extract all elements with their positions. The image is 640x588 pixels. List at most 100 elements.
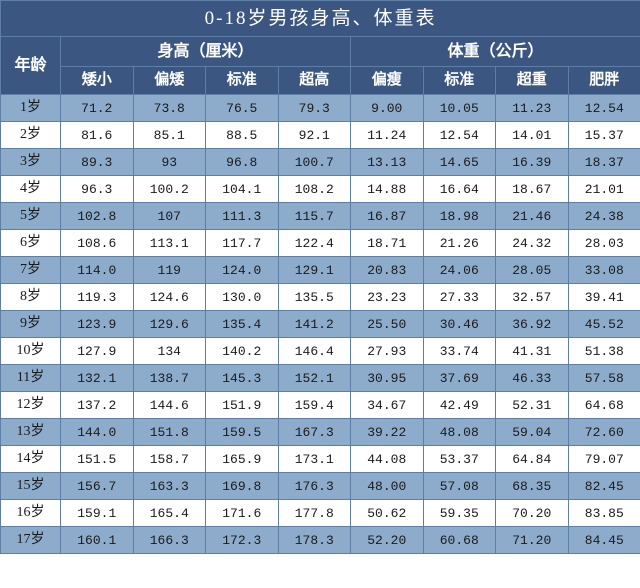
value-cell: 21.26 [423,230,496,257]
value-cell: 73.8 [133,95,206,122]
value-cell: 159.4 [278,392,351,419]
weight-group-header: 体重（公斤） [351,37,640,67]
value-cell: 24.32 [496,230,569,257]
value-cell: 52.20 [351,527,424,554]
value-cell: 89.3 [61,149,134,176]
height-group-header: 身高（厘米） [61,37,351,67]
weight-sub-header: 超重 [496,67,569,95]
value-cell: 92.1 [278,122,351,149]
table-row: 10岁127.9134140.2146.427.9333.7441.3151.3… [1,338,640,365]
value-cell: 165.9 [206,446,279,473]
value-cell: 172.3 [206,527,279,554]
value-cell: 14.65 [423,149,496,176]
height-sub-header: 偏矮 [133,67,206,95]
value-cell: 163.3 [133,473,206,500]
table-row: 3岁89.39396.8100.713.1314.6516.3918.37 [1,149,640,176]
value-cell: 14.01 [496,122,569,149]
value-cell: 135.5 [278,284,351,311]
value-cell: 27.33 [423,284,496,311]
value-cell: 9.00 [351,95,424,122]
table-row: 5岁102.8107111.3115.716.8718.9821.4624.38 [1,203,640,230]
value-cell: 59.04 [496,419,569,446]
value-cell: 27.93 [351,338,424,365]
value-cell: 152.1 [278,365,351,392]
value-cell: 24.38 [568,203,640,230]
value-cell: 82.45 [568,473,640,500]
value-cell: 11.24 [351,122,424,149]
value-cell: 85.1 [133,122,206,149]
value-cell: 83.85 [568,500,640,527]
height-sub-header: 超高 [278,67,351,95]
table-row: 6岁108.6113.1117.7122.418.7121.2624.3228.… [1,230,640,257]
height-weight-table: 0-18岁男孩身高、体重表 年龄 身高（厘米） 体重（公斤） 矮小 偏矮 标准 … [0,0,640,554]
value-cell: 96.3 [61,176,134,203]
value-cell: 151.9 [206,392,279,419]
value-cell: 48.00 [351,473,424,500]
age-cell: 14岁 [1,446,61,473]
value-cell: 169.8 [206,473,279,500]
value-cell: 39.41 [568,284,640,311]
value-cell: 159.1 [61,500,134,527]
age-cell: 13岁 [1,419,61,446]
value-cell: 93 [133,149,206,176]
value-cell: 129.6 [133,311,206,338]
value-cell: 156.7 [61,473,134,500]
value-cell: 151.5 [61,446,134,473]
value-cell: 16.87 [351,203,424,230]
value-cell: 41.31 [496,338,569,365]
age-cell: 3岁 [1,149,61,176]
value-cell: 64.84 [496,446,569,473]
table-row: 11岁132.1138.7145.3152.130.9537.6946.3357… [1,365,640,392]
value-cell: 45.52 [568,311,640,338]
value-cell: 88.5 [206,122,279,149]
value-cell: 57.58 [568,365,640,392]
value-cell: 100.7 [278,149,351,176]
height-sub-header: 标准 [206,67,279,95]
value-cell: 134 [133,338,206,365]
value-cell: 79.07 [568,446,640,473]
value-cell: 144.0 [61,419,134,446]
value-cell: 39.22 [351,419,424,446]
value-cell: 151.8 [133,419,206,446]
age-cell: 5岁 [1,203,61,230]
value-cell: 171.6 [206,500,279,527]
value-cell: 36.92 [496,311,569,338]
height-sub-header: 矮小 [61,67,134,95]
weight-sub-header: 偏瘦 [351,67,424,95]
value-cell: 76.5 [206,95,279,122]
value-cell: 114.0 [61,257,134,284]
value-cell: 44.08 [351,446,424,473]
value-cell: 10.05 [423,95,496,122]
value-cell: 11.23 [496,95,569,122]
table-row: 12岁137.2144.6151.9159.434.6742.4952.3164… [1,392,640,419]
value-cell: 108.2 [278,176,351,203]
value-cell: 33.08 [568,257,640,284]
value-cell: 15.37 [568,122,640,149]
value-cell: 173.1 [278,446,351,473]
value-cell: 100.2 [133,176,206,203]
value-cell: 115.7 [278,203,351,230]
value-cell: 53.37 [423,446,496,473]
value-cell: 117.7 [206,230,279,257]
value-cell: 52.31 [496,392,569,419]
value-cell: 34.67 [351,392,424,419]
value-cell: 166.3 [133,527,206,554]
table-row: 13岁144.0151.8159.5167.339.2248.0859.0472… [1,419,640,446]
value-cell: 111.3 [206,203,279,230]
value-cell: 14.88 [351,176,424,203]
value-cell: 16.64 [423,176,496,203]
age-cell: 4岁 [1,176,61,203]
table-title: 0-18岁男孩身高、体重表 [1,1,640,37]
value-cell: 50.62 [351,500,424,527]
value-cell: 102.8 [61,203,134,230]
table-row: 2岁81.685.188.592.111.2412.5414.0115.37 [1,122,640,149]
value-cell: 137.2 [61,392,134,419]
value-cell: 159.5 [206,419,279,446]
value-cell: 30.95 [351,365,424,392]
age-cell: 1岁 [1,95,61,122]
value-cell: 20.83 [351,257,424,284]
value-cell: 129.1 [278,257,351,284]
value-cell: 42.49 [423,392,496,419]
value-cell: 167.3 [278,419,351,446]
value-cell: 146.4 [278,338,351,365]
